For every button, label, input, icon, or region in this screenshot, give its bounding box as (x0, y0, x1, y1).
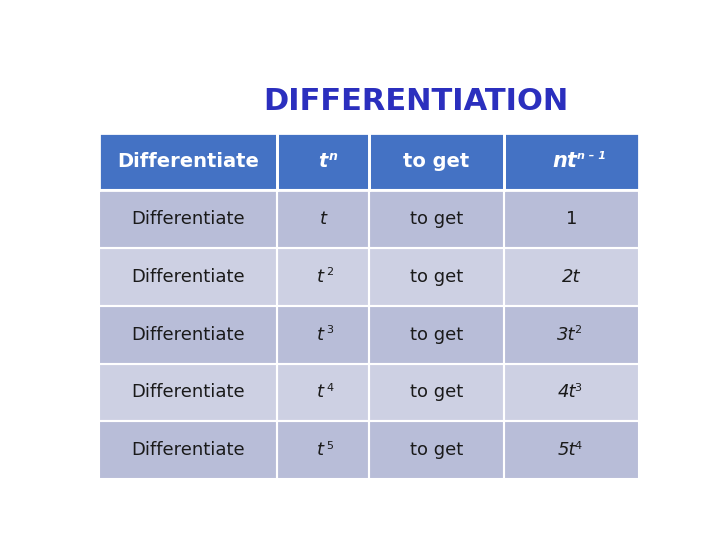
Text: 3: 3 (575, 383, 581, 393)
Text: t: t (317, 441, 323, 459)
Text: t: t (317, 268, 323, 286)
Text: Differentiate: Differentiate (132, 268, 245, 286)
Text: to get: to get (403, 152, 469, 171)
Text: 4: 4 (575, 441, 582, 450)
Text: Differentiate: Differentiate (132, 326, 245, 343)
Bar (99, 248, 639, 306)
Text: to get: to get (410, 326, 463, 343)
Text: 4t: 4t (557, 383, 576, 401)
Text: Differentiate: Differentiate (117, 152, 259, 171)
Text: t: t (318, 152, 328, 171)
Text: t: t (317, 383, 323, 401)
Text: 5t: 5t (557, 441, 576, 459)
Bar (99, 363, 639, 421)
Text: 2: 2 (326, 267, 333, 278)
Text: n: n (328, 150, 338, 163)
Text: to get: to get (410, 383, 463, 401)
Text: to get: to get (410, 441, 463, 459)
Bar (99, 306, 639, 363)
Text: nt: nt (553, 151, 577, 171)
Text: Differentiate: Differentiate (132, 441, 245, 459)
Text: DIFFERENTIATION: DIFFERENTIATION (263, 87, 568, 116)
Text: 1: 1 (566, 210, 577, 228)
Text: 2t: 2t (562, 268, 580, 286)
Text: Differentiate: Differentiate (132, 383, 245, 401)
Text: Differentiate: Differentiate (132, 210, 245, 228)
Bar (99, 132, 639, 190)
Text: to get: to get (410, 268, 463, 286)
Text: 2: 2 (575, 325, 582, 335)
Text: t: t (317, 326, 323, 343)
Text: t: t (320, 210, 327, 228)
Text: 4: 4 (326, 383, 333, 393)
Bar (99, 190, 639, 248)
Text: 3t: 3t (557, 326, 576, 343)
Text: to get: to get (410, 210, 463, 228)
Text: 5: 5 (326, 441, 333, 450)
Bar (99, 421, 639, 479)
Text: n – 1: n – 1 (577, 151, 606, 161)
Text: 3: 3 (326, 325, 333, 335)
